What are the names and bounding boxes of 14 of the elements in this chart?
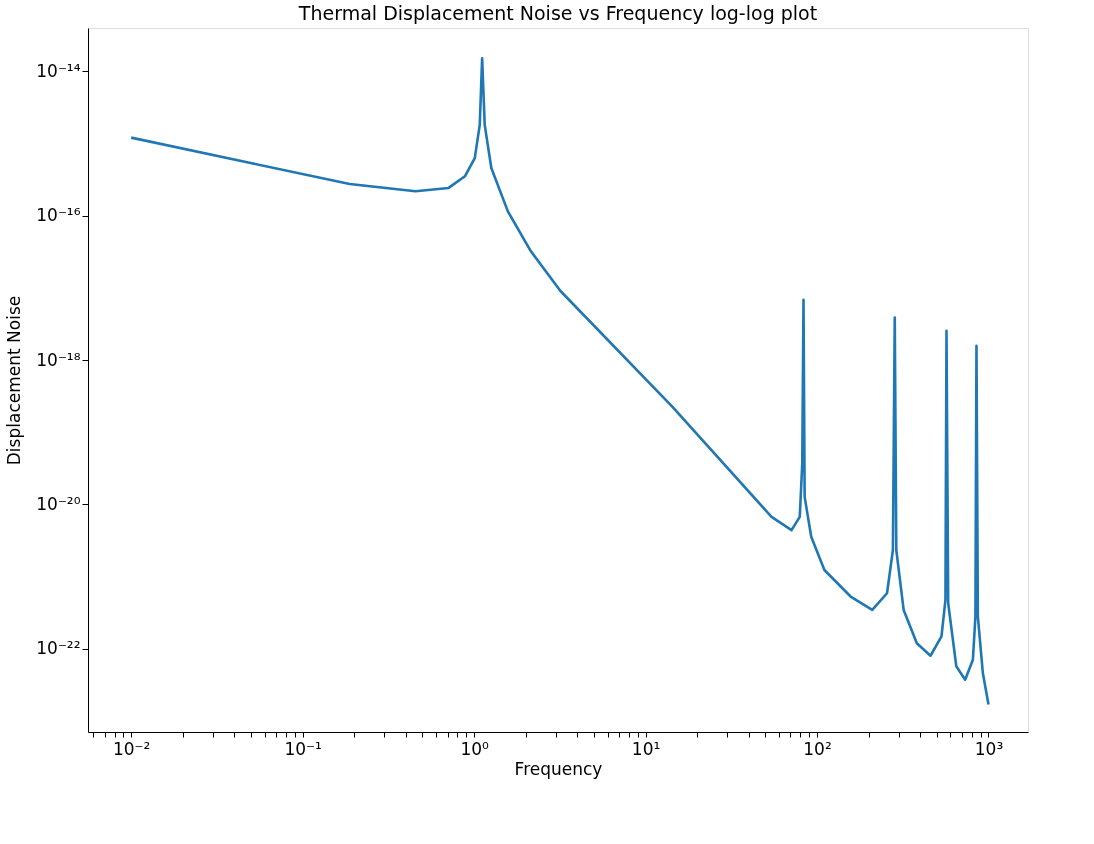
x-tick-label: 10⁻¹ [284, 738, 322, 759]
x-tick-label: 10⁻² [112, 738, 151, 759]
chart-title: Thermal Displacement Noise vs Frequency log-log plot [297, 2, 818, 24]
x-tick-label: 10¹ [631, 738, 661, 759]
x-tick-label: 10² [803, 738, 832, 759]
x-tick-label: 10³ [974, 738, 1004, 759]
y-axis-title: Displacement Noise [4, 295, 25, 466]
y-tick-label: 10⁻²² [36, 638, 81, 659]
x-axis-title: Frequency [514, 758, 603, 779]
y-tick-label: 10⁻¹⁸ [36, 349, 81, 370]
x-tick-label: 10⁰ [460, 738, 490, 759]
y-tick-label: 10⁻¹⁴ [36, 60, 81, 81]
y-tick-label: 10⁻¹⁶ [36, 205, 81, 226]
y-tick-label: 10⁻²⁰ [36, 493, 81, 514]
